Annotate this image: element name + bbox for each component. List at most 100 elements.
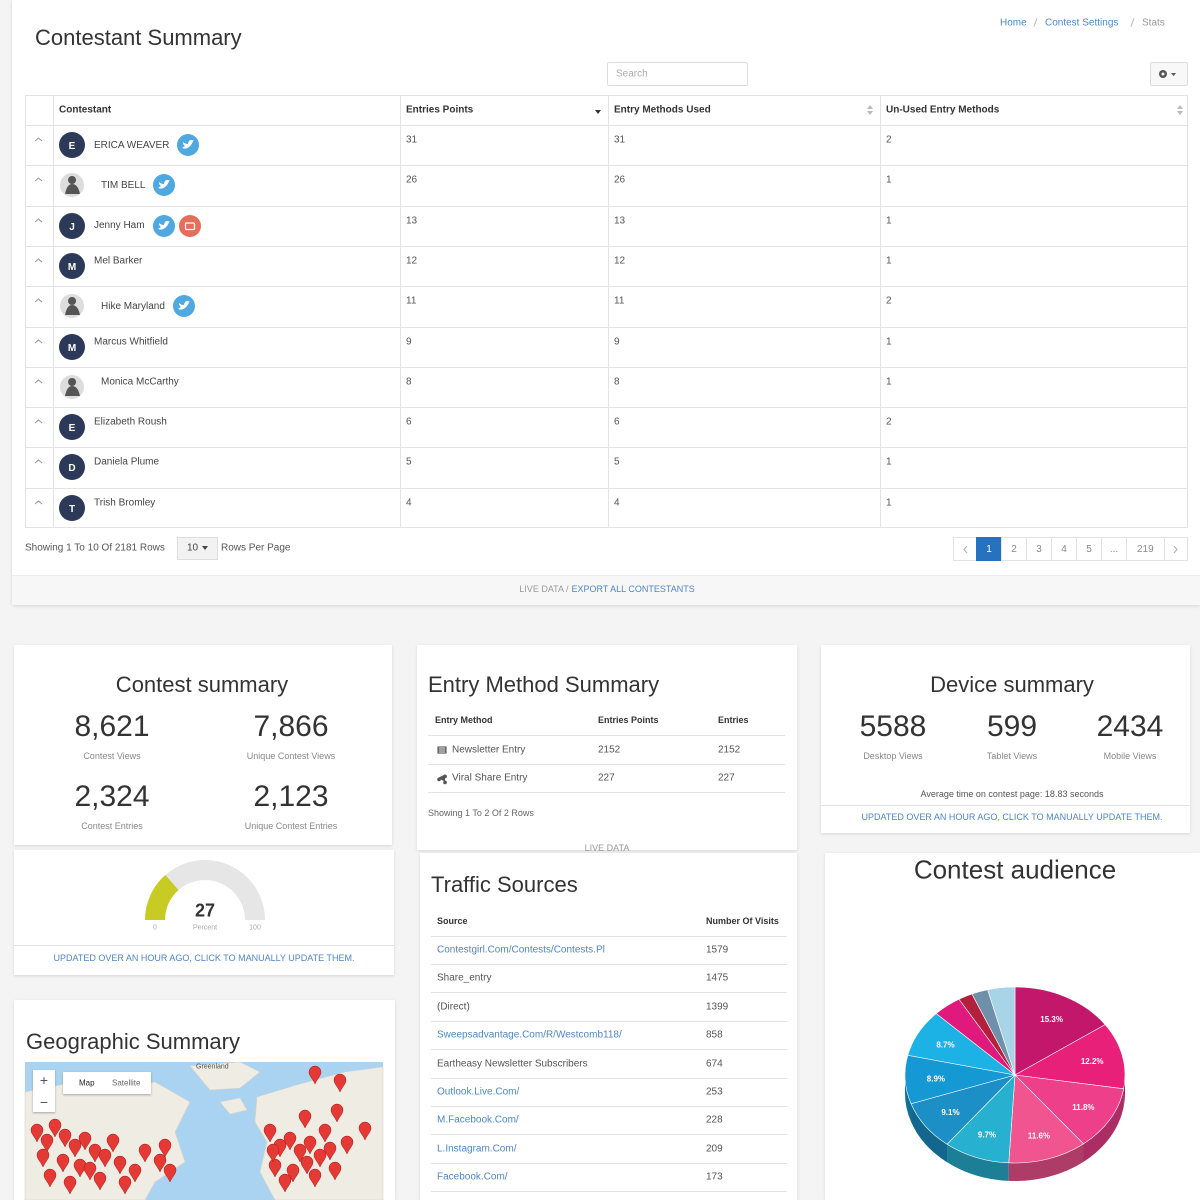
card-title: Entry Method Summary: [428, 672, 660, 697]
page-title: Contestant Summary: [35, 25, 242, 50]
table-frame: [25, 95, 1188, 528]
page-button[interactable]: ...: [1101, 537, 1127, 561]
source-link[interactable]: Outlook.Live.Com/: [437, 1086, 520, 1098]
map-type[interactable]: Map: [79, 1078, 95, 1088]
stat-label: Tablet Views: [986, 751, 1038, 761]
pie-label: 8.7%: [936, 1041, 954, 1050]
table-cell: 11: [614, 295, 625, 307]
source-link[interactable]: M.Facebook.Com/: [437, 1114, 519, 1126]
pie-label: 9.7%: [978, 1130, 996, 1139]
stat-value: 7,866: [253, 710, 329, 743]
table-cell: 2152: [718, 744, 741, 756]
rows-summary: Showing 1 To 2 Of 2 Rows: [428, 808, 534, 818]
contestant-name[interactable]: Daniela Plume: [94, 456, 160, 468]
twitter-badge: [153, 174, 176, 197]
sort-icon: [595, 110, 601, 114]
page-size-select[interactable]: [177, 537, 218, 560]
pie-slice: [1008, 1074, 1084, 1164]
map-pin: [98, 1148, 112, 1168]
breadcrumb[interactable]: Home: [1000, 17, 1027, 29]
rows-summary: Showing 1 To 10 Of 2181 Rows: [25, 542, 165, 554]
divider: [428, 764, 785, 765]
divider: [431, 1106, 787, 1107]
map-pin: [303, 1135, 317, 1155]
table-cell: 6: [406, 416, 412, 428]
avatar-circle: [59, 212, 85, 239]
next-page[interactable]: [1163, 537, 1188, 561]
page-button[interactable]: 1: [976, 537, 1002, 561]
expand-toggle: [34, 217, 43, 222]
source-link[interactable]: Sweepsadvantage.Com/R/Westcomb118/: [437, 1029, 622, 1041]
contestant-name[interactable]: ERICA WEAVER: [94, 139, 170, 151]
table-cell: 2: [886, 134, 892, 146]
map-pin: [118, 1175, 132, 1195]
stat-label: Desktop Views: [863, 751, 923, 761]
page-button[interactable]: 219: [1126, 537, 1165, 561]
column-header: Entries Points: [406, 104, 474, 116]
chevron: [1173, 545, 1178, 553]
table-cell: 9: [406, 336, 412, 347]
map-pin: [358, 1121, 372, 1141]
map-pin: [63, 1175, 77, 1195]
source-link[interactable]: Facebook.Com/: [437, 1171, 508, 1183]
contestant-name[interactable]: Trish Bromley: [94, 497, 156, 509]
avatar-circle: [59, 333, 85, 360]
previous-page[interactable]: [953, 537, 977, 561]
device-summary-card: [821, 645, 1190, 833]
visits: 228: [706, 1114, 723, 1126]
avatar-initial: E: [69, 141, 76, 152]
gauge-min: 0: [153, 924, 157, 932]
contestant-name[interactable]: Jenny Ham: [94, 220, 145, 232]
badge-circle: [178, 214, 201, 237]
map-type[interactable]: Satellite: [112, 1078, 141, 1088]
source-link[interactable]: L.Instagram.Com/: [437, 1143, 517, 1155]
stat-value: 2434: [1096, 710, 1164, 743]
page-button[interactable]: 5: [1076, 537, 1102, 561]
divider: [53, 95, 54, 528]
contestant-name[interactable]: Monica McCarthy: [101, 376, 179, 388]
settings-button[interactable]: [1150, 62, 1188, 86]
contestant-name[interactable]: TIM BELL: [101, 179, 146, 191]
update-link[interactable]: UPDATED OVER AN HOUR AGO, CLICK TO MANUA…: [861, 812, 1163, 822]
twitter-badge: [152, 214, 175, 237]
contestant-name[interactable]: Elizabeth Roush: [94, 416, 167, 428]
map-pin: [40, 1133, 54, 1153]
contestant-cell: TIM BELL: [101, 174, 176, 197]
page-button[interactable]: 3: [1026, 537, 1052, 561]
map-pin: [278, 1173, 292, 1193]
export-link[interactable]: EXPORT ALL CONTESTANTS: [571, 584, 695, 594]
contestant-cell: Monica McCarthy: [101, 376, 183, 387]
page-button[interactable]: 4: [1051, 537, 1077, 561]
page-button[interactable]: 2: [1001, 537, 1027, 561]
avatar: M: [59, 252, 85, 279]
expand-toggle: [34, 419, 43, 424]
contestant-name[interactable]: Mel Barker: [94, 255, 143, 267]
divider: [25, 286, 1188, 288]
divider: [431, 964, 787, 965]
stat-label: Contest Views: [83, 751, 141, 761]
divider: [25, 487, 1188, 489]
contestant-name[interactable]: Hike Maryland: [101, 300, 165, 312]
column-header: Un-Used Entry Methods: [886, 104, 1000, 116]
map-pin: [30, 1123, 44, 1143]
table-cell: 13: [406, 215, 418, 227]
search-input[interactable]: [607, 62, 748, 86]
contestant-cell: Jenny Ham: [94, 214, 201, 237]
contestant-name[interactable]: Marcus Whitfield: [94, 336, 168, 347]
visits: 858: [706, 1029, 723, 1041]
map-pin: [128, 1163, 142, 1183]
land: [189, 1061, 261, 1091]
contestant-cell: Hike Maryland: [101, 295, 195, 318]
live-data: LIVE DATA: [584, 843, 630, 853]
visits: 173: [706, 1171, 723, 1183]
breadcrumb[interactable]: Contest Settings: [1045, 17, 1119, 29]
divider: [25, 245, 1188, 247]
card-title: Traffic Sources: [431, 872, 578, 897]
caret: [34, 500, 43, 505]
source-link[interactable]: Contestgirl.Com/Contests/Contests.Pl: [437, 944, 605, 956]
zoom-in[interactable]: +: [39, 1072, 49, 1088]
divider: [431, 936, 787, 937]
update-link[interactable]: UPDATED OVER AN HOUR AGO, CLICK TO MANUA…: [53, 953, 355, 963]
zoom-out[interactable]: −: [39, 1094, 49, 1110]
card-title: Contest summary: [115, 672, 289, 697]
